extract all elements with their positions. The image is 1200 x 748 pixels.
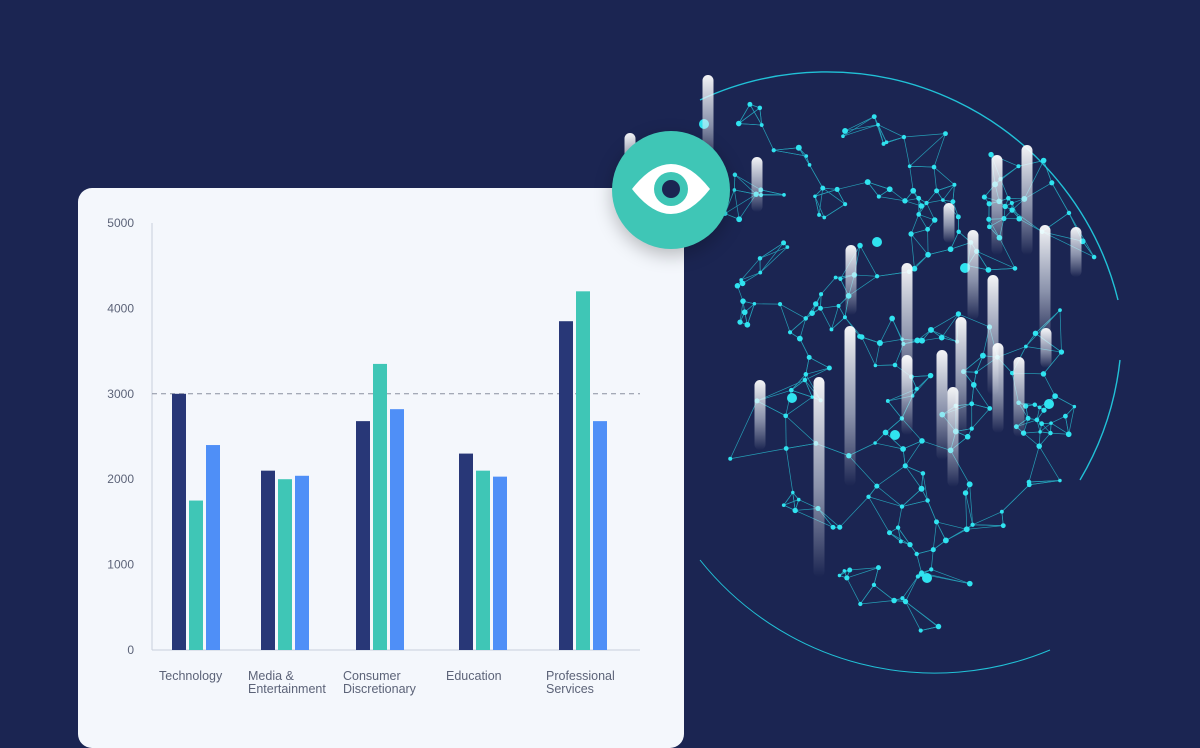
bar-series-3-cat-4 [493, 477, 507, 650]
eye-badge [612, 131, 730, 249]
y-tick-label: 3000 [107, 387, 134, 401]
bar-series-3-cat-3 [390, 409, 404, 650]
bar-series-1-cat-2 [261, 471, 275, 650]
bar-series-3-cat-1 [206, 445, 220, 650]
y-tick-label: 5000 [107, 216, 134, 230]
bar-series-1-cat-3 [356, 421, 370, 650]
y-tick-label: 4000 [107, 301, 134, 315]
category-label: Media &Entertainment [248, 669, 326, 696]
bar-series-2-cat-2 [278, 479, 292, 650]
y-tick-label: 0 [127, 643, 134, 657]
chart-card: 0 1000 2000 3000 4000 5000 Technology Media &E… [78, 188, 684, 748]
y-tick-label: 2000 [107, 472, 134, 486]
bar-series-3-cat-5 [593, 421, 607, 650]
y-tick-label: 1000 [107, 558, 134, 572]
bar-series-3-cat-2 [295, 476, 309, 650]
bar-series-2-cat-5 [576, 291, 590, 650]
bar-series-1-cat-4 [459, 454, 473, 650]
bar-series-1-cat-1 [172, 394, 186, 650]
bar-series-2-cat-4 [476, 471, 490, 650]
bar-series-1-cat-5 [559, 321, 573, 650]
category-label: Education [446, 669, 502, 683]
bar-series-2-cat-1 [189, 501, 203, 650]
bar-chart: 0 1000 2000 3000 4000 5000 Technology Media &E… [78, 188, 684, 748]
bar-series-2-cat-3 [373, 364, 387, 650]
category-label: Technology [159, 669, 223, 683]
eye-icon [612, 131, 730, 249]
